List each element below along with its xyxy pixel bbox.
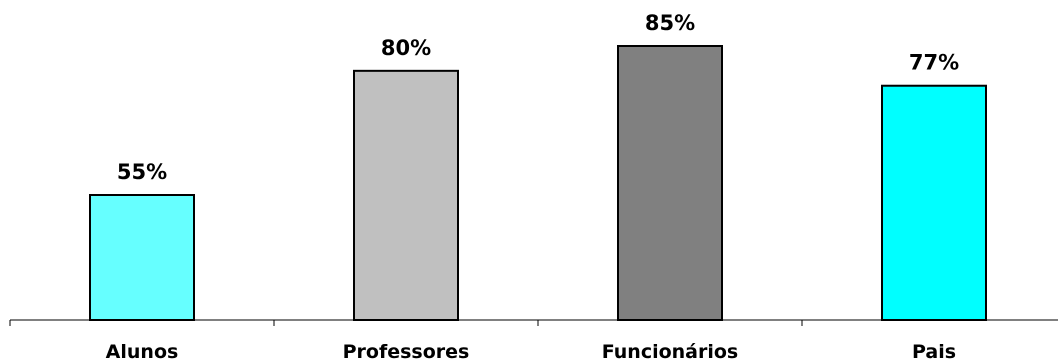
bar-funcionarios bbox=[617, 45, 723, 321]
bar-alunos bbox=[89, 194, 195, 321]
category-label: Professores bbox=[343, 341, 470, 360]
bars-group bbox=[89, 45, 987, 322]
value-label: 55% bbox=[117, 160, 167, 184]
category-label: Funcionários bbox=[602, 341, 739, 360]
category-labels-group: Alunos Professores Funcionários Pais bbox=[106, 341, 956, 360]
bar-professores bbox=[353, 69, 459, 322]
bar-pais bbox=[881, 84, 987, 321]
value-label: 80% bbox=[381, 36, 431, 60]
category-label: Alunos bbox=[106, 341, 179, 360]
x-axis-ticks bbox=[9, 320, 803, 326]
value-label: 85% bbox=[645, 11, 695, 35]
value-label: 77% bbox=[909, 51, 959, 75]
category-label: Pais bbox=[912, 341, 956, 360]
value-labels-group: 55% 80% 85% 77% bbox=[117, 11, 959, 184]
